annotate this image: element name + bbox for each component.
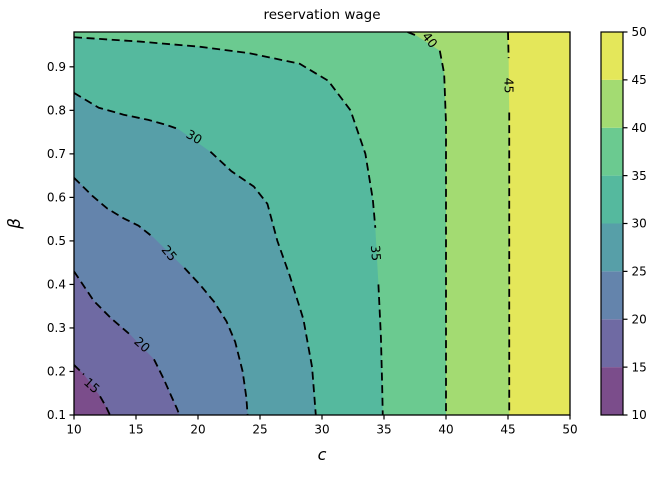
colorbar-tick-label-20: 20 [632,312,647,326]
contour-label-30: 30 [184,126,205,147]
contour-line-30-b [209,151,317,415]
contour-line-25-a [74,177,154,239]
x-tick-label-35: 35 [376,423,391,437]
x-tick-label-40: 40 [438,423,453,437]
contour-line-15-a [74,364,85,376]
x-tick-label-50: 50 [562,423,577,437]
contour-line-40-b [438,50,447,415]
colorbar-tick-label-15: 15 [632,360,647,374]
y-tick-label-0.4: 0.4 [47,278,66,292]
colorbar-band-25-30 [601,223,623,272]
colorbar-tick-label-25: 25 [632,265,647,279]
y-tick-label-0.1: 0.1 [47,408,66,422]
colorbar-tick-label-30: 30 [632,217,647,231]
colorbar-band-20-25 [601,271,623,320]
contour-line-20-a [74,270,132,336]
y-axis-label: β [5,218,25,230]
y-tick-label-0.9: 0.9 [47,60,66,74]
x-tick-label-45: 45 [500,423,515,437]
y-tick-label-0.5: 0.5 [47,234,66,248]
contour-line-25-b [183,267,249,415]
contour-label-35: 35 [368,245,384,262]
x-tick-label-20: 20 [190,423,205,437]
x-tick-label-25: 25 [252,423,267,437]
colorbar-tick-label-50: 50 [632,25,647,39]
contour-line-20-b [153,358,181,415]
colorbar-band-30-35 [601,175,623,224]
colorbar-tick-label-40: 40 [632,121,647,135]
y-tick-label-0.7: 0.7 [47,147,66,161]
colorbar-band-45-50 [601,32,623,80]
contour-line-15-b [99,395,111,415]
chart-title: reservation wage [263,7,380,23]
fill-band-below-15 [74,364,110,415]
colorbar-band-40-45 [601,79,623,128]
colorbar-tick-label-45: 45 [632,73,647,87]
contour-line-35-b [377,284,384,415]
contour-line-45-a [507,32,510,59]
fill-band-below-20 [74,271,180,415]
y-tick-label-0.6: 0.6 [47,191,66,205]
colorbar-band-10-15 [601,367,623,415]
y-tick-label-0.8: 0.8 [47,104,66,118]
x-tick-label-10: 10 [66,423,81,437]
colorbar-band-15-20 [601,319,623,368]
colorbar-band-35-40 [601,127,623,176]
contour-line-30-a [74,92,179,130]
x-tick-label-30: 30 [314,423,329,437]
contour-label-45: 45 [502,78,517,94]
y-tick-label-0.3: 0.3 [47,321,66,335]
colorbar-tick-label-35: 35 [632,169,647,183]
y-tick-label-0.2: 0.2 [47,365,66,379]
colorbar-tick-label-10: 10 [632,408,647,422]
x-axis-label: c [318,445,327,464]
x-tick-label-15: 15 [128,423,143,437]
contour-line-35-a [74,36,377,228]
